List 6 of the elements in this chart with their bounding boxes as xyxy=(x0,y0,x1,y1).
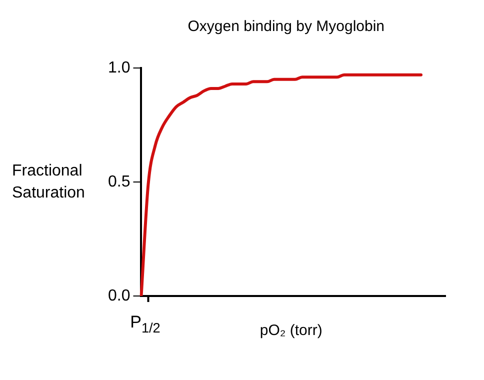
y-axis-title: Fractional Saturation xyxy=(12,162,85,202)
y-tick-label: 1.0 xyxy=(108,59,130,76)
x-axis-title: pO₂ (torr) xyxy=(260,322,322,340)
y-tick-label: 0.5 xyxy=(108,173,130,190)
chart-title: Oxygen binding by Myoglobin xyxy=(188,18,385,36)
y-tick-label: 0.0 xyxy=(108,287,130,304)
